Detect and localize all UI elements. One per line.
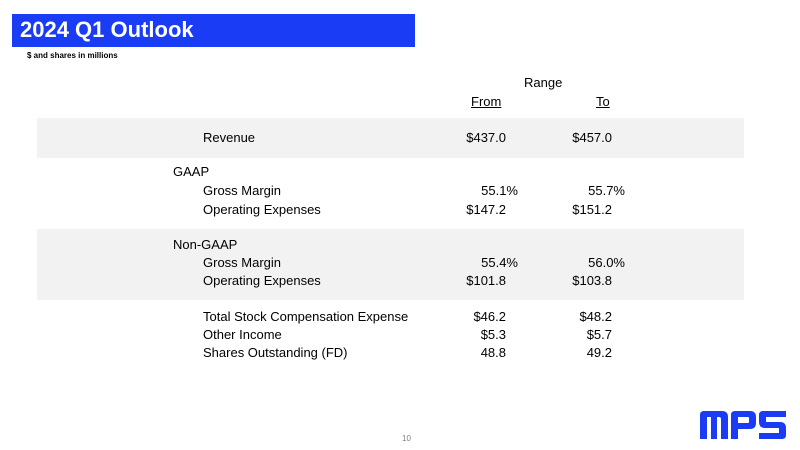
row-label: Shares Outstanding (FD) — [203, 345, 348, 360]
to-value: $151.2 — [572, 202, 612, 217]
to-value: $5.7 — [586, 327, 612, 342]
to-value: 49.2 — [586, 345, 612, 360]
from-value: $5.3 — [480, 327, 506, 342]
row-label: Total Stock Compensation Expense — [203, 309, 409, 324]
section-header-nongaap: Non-GAAP — [173, 237, 238, 252]
row-band-nongaap — [37, 229, 744, 300]
row-label: Gross Margin — [203, 183, 282, 198]
to-value: $48.2 — [579, 309, 612, 324]
from-value: $101.8 — [466, 273, 506, 288]
mps-logo — [700, 411, 786, 439]
to-value: 55.7% — [588, 183, 625, 198]
from-value: $437.0 — [466, 130, 506, 145]
from-value: 55.4% — [481, 255, 518, 270]
row-label: Revenue — [203, 130, 256, 145]
slide-title: 2024 Q1 Outlook — [20, 17, 194, 42]
from-value: 48.8 — [480, 345, 506, 360]
row-label: Other Income — [203, 327, 282, 342]
from-value: $46.2 — [473, 309, 506, 324]
to-header: To — [596, 94, 610, 109]
row-band-revenue — [37, 118, 744, 158]
slide-subtitle: $ and shares in millions — [27, 51, 118, 60]
page-number: 10 — [402, 434, 411, 443]
to-value: $457.0 — [572, 130, 612, 145]
from-value: $147.2 — [466, 202, 506, 217]
row-label: Operating Expenses — [203, 273, 321, 288]
range-header: Range — [524, 75, 563, 90]
row-label: Gross Margin — [203, 255, 282, 270]
to-value: $103.8 — [572, 273, 612, 288]
to-value: 56.0% — [588, 255, 625, 270]
row-label: Operating Expenses — [203, 202, 321, 217]
from-value: 55.1% — [481, 183, 518, 198]
title-bar: 2024 Q1 Outlook — [12, 14, 415, 47]
section-header-gaap: GAAP — [173, 164, 210, 179]
from-header: From — [471, 94, 502, 109]
